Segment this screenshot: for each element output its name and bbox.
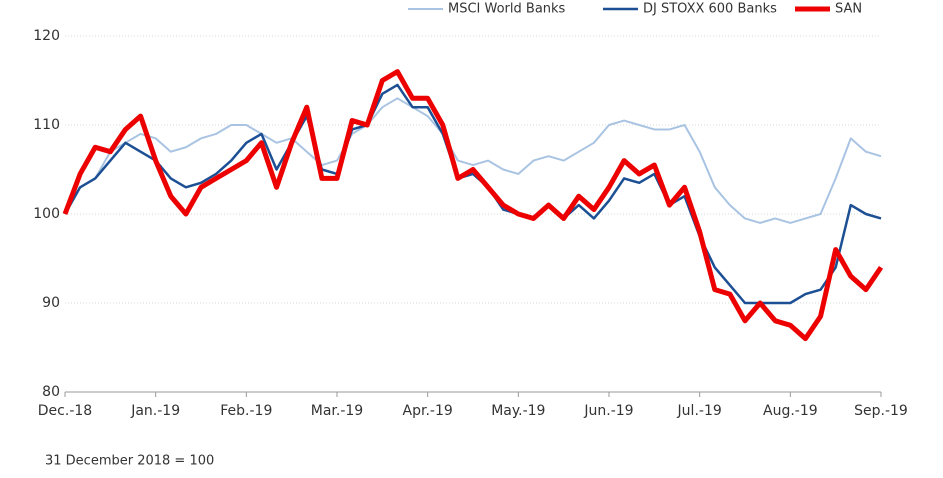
series-line <box>64 97 882 224</box>
y-tick-label: 80 <box>42 384 60 400</box>
x-tick-label: Sep.-19 <box>854 403 908 419</box>
legend-label: DJ STOXX 600 Banks <box>643 2 777 17</box>
y-tick-label: 90 <box>42 295 60 311</box>
legend-label: MSCI World Banks <box>448 2 566 17</box>
x-tick-label: Dec.-18 <box>38 403 92 419</box>
note: 31 December 2018 = 100 <box>45 454 214 469</box>
x-tick-label: Jul.-19 <box>677 403 722 419</box>
x-tick-label: Apr.-19 <box>403 403 453 419</box>
y-tick-label: 110 <box>33 117 60 133</box>
x-tick-label: Jan.-19 <box>130 403 180 419</box>
y-tick-label: 100 <box>33 206 60 222</box>
x-tick-label: Feb.-19 <box>220 403 272 419</box>
series-line <box>62 69 884 342</box>
series-line <box>63 83 882 305</box>
x-tick-label: May.-19 <box>491 403 545 419</box>
x-tick-label: Aug.-19 <box>763 403 818 419</box>
y-tick-label: 120 <box>33 28 60 44</box>
legend-label: SAN <box>835 2 862 17</box>
x-tick-label: Mar.-19 <box>311 403 363 419</box>
x-tick-label: Jun.-19 <box>583 403 633 419</box>
